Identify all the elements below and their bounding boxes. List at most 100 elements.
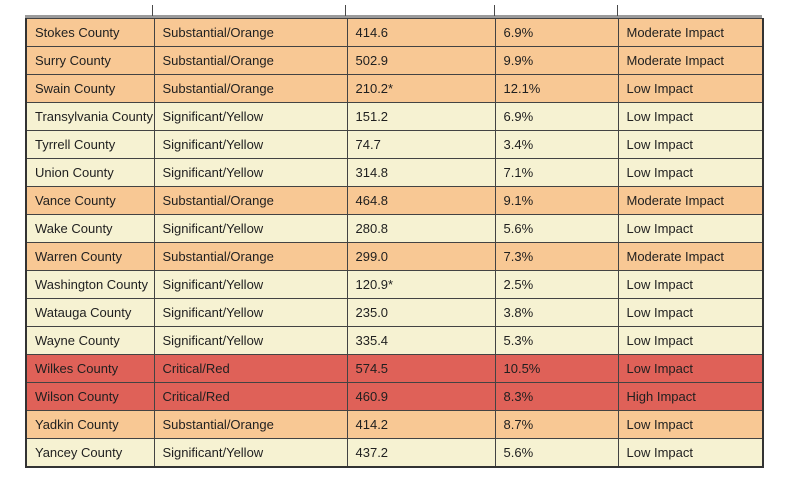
cell-hospital-impact: Low Impact [617,438,764,468]
cell-hospital-impact: Low Impact [617,214,764,243]
cell-county: Wilson County [25,382,155,411]
cell-hospital-impact: Low Impact [617,74,764,103]
table-row: Warren County Substantial/Orange 299.0 7… [25,242,764,271]
cell-county: Wilkes County [25,354,155,383]
cell-hospital-impact: Moderate Impact [617,242,764,271]
cell-alert-level: Significant/Yellow [153,270,348,299]
cell-county: Surry County [25,46,155,75]
table-row: Washington County Significant/Yellow 120… [25,270,764,299]
cell-alert-level: Significant/Yellow [153,158,348,187]
cell-hospital-impact: Low Impact [617,102,764,131]
cell-hospital-impact: Low Impact [617,130,764,159]
cell-percent-positive: 9.1% [494,186,619,215]
cell-county: Tyrrell County [25,130,155,159]
cell-county: Watauga County [25,298,155,327]
cell-alert-level: Substantial/Orange [153,410,348,439]
table-row: Wilson County Critical/Red 460.9 8.3% Hi… [25,382,764,411]
cell-county: Vance County [25,186,155,215]
clipped-row-above [25,0,762,18]
cell-hospital-impact: Low Impact [617,158,764,187]
table-row: Yadkin County Substantial/Orange 414.2 8… [25,410,764,439]
table-body: Stokes County Substantial/Orange 414.6 6… [25,18,764,468]
cell-county: Transylvania County [25,102,155,131]
table-row: Watauga County Significant/Yellow 235.0 … [25,298,764,327]
cell-percent-positive: 3.4% [494,130,619,159]
cell-case-rate: 314.8 [346,158,496,187]
cell-percent-positive: 7.3% [494,242,619,271]
cell-percent-positive: 9.9% [494,46,619,75]
cell-alert-level: Significant/Yellow [153,438,348,468]
cell-case-rate: 74.7 [346,130,496,159]
cell-percent-positive: 8.3% [494,382,619,411]
cell-percent-positive: 10.5% [494,354,619,383]
table-row: Union County Significant/Yellow 314.8 7.… [25,158,764,187]
cell-alert-level: Substantial/Orange [153,74,348,103]
cell-hospital-impact: Low Impact [617,410,764,439]
cell-hospital-impact: Low Impact [617,354,764,383]
cell-case-rate: 235.0 [346,298,496,327]
cell-percent-positive: 6.9% [494,18,619,47]
column-border-stub [345,5,346,16]
cell-county: Wake County [25,214,155,243]
cell-county: Warren County [25,242,155,271]
table-row: Vance County Substantial/Orange 464.8 9.… [25,186,764,215]
cell-alert-level: Critical/Red [153,354,348,383]
data-table: Stokes County Substantial/Orange 414.6 6… [25,18,764,468]
column-border-stub [152,5,153,16]
cell-case-rate: 280.8 [346,214,496,243]
table-row: Swain County Substantial/Orange 210.2* 1… [25,74,764,103]
cell-alert-level: Substantial/Orange [153,186,348,215]
cell-case-rate: 414.6 [346,18,496,47]
cell-alert-level: Critical/Red [153,382,348,411]
table-row: Yancey County Significant/Yellow 437.2 5… [25,438,764,468]
cell-alert-level: Substantial/Orange [153,242,348,271]
cell-case-rate: 151.2 [346,102,496,131]
column-border-stub [494,5,495,16]
cell-case-rate: 210.2* [346,74,496,103]
cell-county: Wayne County [25,326,155,355]
cell-hospital-impact: Low Impact [617,270,764,299]
cell-hospital-impact: Moderate Impact [617,186,764,215]
cell-case-rate: 502.9 [346,46,496,75]
cell-hospital-impact: Low Impact [617,298,764,327]
cell-percent-positive: 5.6% [494,438,619,468]
cell-percent-positive: 12.1% [494,74,619,103]
cell-alert-level: Substantial/Orange [153,18,348,47]
cell-percent-positive: 5.3% [494,326,619,355]
cell-case-rate: 335.4 [346,326,496,355]
cell-county: Washington County [25,270,155,299]
table-row: Wake County Significant/Yellow 280.8 5.6… [25,214,764,243]
table-row: Wayne County Significant/Yellow 335.4 5.… [25,326,764,355]
table-row: Surry County Substantial/Orange 502.9 9.… [25,46,764,75]
cell-case-rate: 414.2 [346,410,496,439]
table-row: Wilkes County Critical/Red 574.5 10.5% L… [25,354,764,383]
cell-case-rate: 464.8 [346,186,496,215]
table-row: Stokes County Substantial/Orange 414.6 6… [25,18,764,47]
cell-hospital-impact: Moderate Impact [617,46,764,75]
cell-county: Union County [25,158,155,187]
cell-alert-level: Significant/Yellow [153,326,348,355]
cell-county: Yancey County [25,438,155,468]
cell-case-rate: 460.9 [346,382,496,411]
cell-alert-level: Substantial/Orange [153,46,348,75]
cell-percent-positive: 7.1% [494,158,619,187]
cell-percent-positive: 3.8% [494,298,619,327]
cell-hospital-impact: High Impact [617,382,764,411]
cell-county: Yadkin County [25,410,155,439]
table-row: Transylvania County Significant/Yellow 1… [25,102,764,131]
cell-hospital-impact: Low Impact [617,326,764,355]
cell-alert-level: Significant/Yellow [153,130,348,159]
cell-percent-positive: 2.5% [494,270,619,299]
cell-percent-positive: 8.7% [494,410,619,439]
cell-case-rate: 437.2 [346,438,496,468]
cell-case-rate: 574.5 [346,354,496,383]
county-alert-table: Stokes County Substantial/Orange 414.6 6… [25,0,764,468]
cell-county: Swain County [25,74,155,103]
table-row: Tyrrell County Significant/Yellow 74.7 3… [25,130,764,159]
cell-alert-level: Significant/Yellow [153,298,348,327]
cell-alert-level: Significant/Yellow [153,214,348,243]
cell-percent-positive: 6.9% [494,102,619,131]
cell-case-rate: 299.0 [346,242,496,271]
cell-case-rate: 120.9* [346,270,496,299]
cell-hospital-impact: Moderate Impact [617,18,764,47]
